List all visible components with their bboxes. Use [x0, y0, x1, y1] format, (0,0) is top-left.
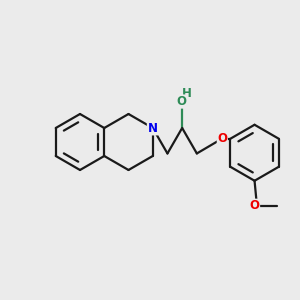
Text: N: N — [148, 122, 158, 134]
Text: H: H — [182, 86, 192, 100]
Text: O: O — [176, 95, 186, 108]
Text: O: O — [217, 132, 227, 145]
Text: O: O — [250, 199, 260, 212]
